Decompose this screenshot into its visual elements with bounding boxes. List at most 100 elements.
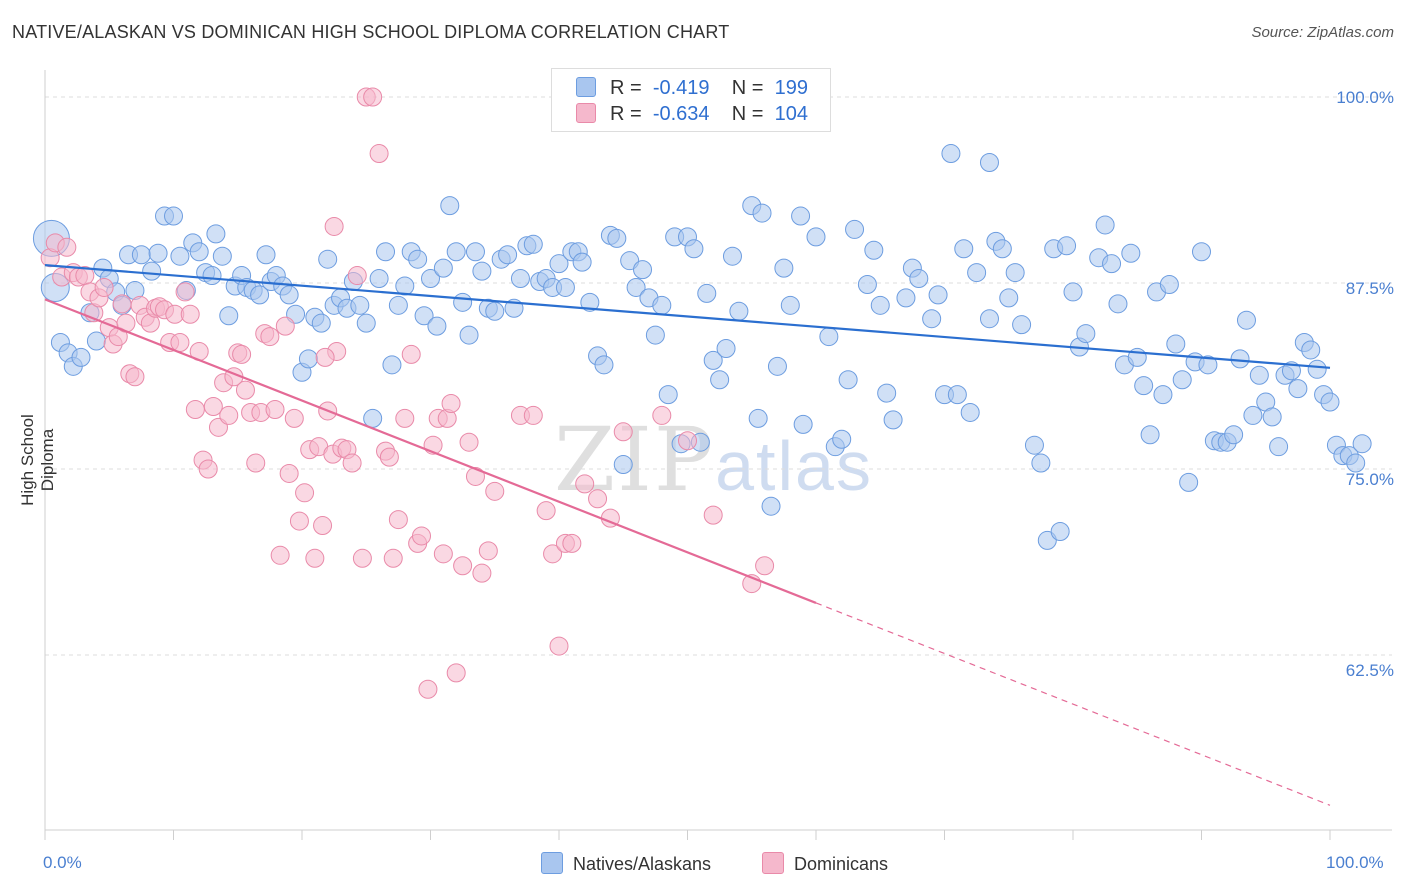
- native-point: [350, 295, 370, 315]
- native-point: [896, 288, 916, 308]
- native-point: [967, 263, 987, 283]
- dominican-point: [703, 505, 723, 525]
- legend-dominicans-swatch: [762, 852, 784, 874]
- native-point: [170, 246, 190, 266]
- dominican-point: [180, 304, 200, 324]
- legend-swatch-pink: [576, 103, 596, 123]
- native-point: [382, 355, 402, 375]
- dominican-point: [185, 399, 205, 419]
- dominican-point: [433, 544, 453, 564]
- correlation-legend: R = -0.419 N = 199 R = -0.634 N = 104: [551, 68, 831, 132]
- native-point: [279, 285, 299, 305]
- native-point: [928, 285, 948, 305]
- legend-row-pink: R = -0.634 N = 104: [576, 103, 808, 125]
- dominican-point: [465, 466, 485, 486]
- dominican-point: [342, 453, 362, 473]
- dominican-point: [246, 453, 266, 473]
- y-tick-62-5: 62.5%: [1345, 661, 1394, 680]
- native-point: [780, 295, 800, 315]
- native-point: [555, 277, 575, 297]
- native-point: [793, 414, 813, 434]
- legend-pink-r: -0.634: [652, 103, 710, 125]
- native-point: [1166, 334, 1186, 354]
- native-point: [832, 429, 852, 449]
- native-point: [86, 331, 106, 351]
- dominican-point: [459, 432, 479, 452]
- dominican-point: [363, 87, 383, 107]
- native-point: [1134, 376, 1154, 396]
- native-point: [1320, 392, 1340, 412]
- native-point: [465, 242, 485, 262]
- native-point: [684, 239, 704, 259]
- legend-r-label: R =: [610, 103, 642, 125]
- trend-line-1: [44, 298, 817, 604]
- native-point: [697, 283, 717, 303]
- native-point: [613, 455, 633, 475]
- dominican-point: [112, 294, 132, 314]
- native-point: [549, 254, 569, 274]
- y-tick-100: 100.0%: [1336, 88, 1394, 107]
- chart-title: NATIVE/ALASKAN VS DOMINICAN HIGH SCHOOL …: [12, 22, 730, 42]
- native-point: [1102, 254, 1122, 274]
- dominican-point: [265, 399, 285, 419]
- native-point: [922, 309, 942, 329]
- native-point: [1262, 407, 1282, 427]
- native-point: [356, 313, 376, 333]
- native-point: [1057, 236, 1077, 256]
- dominican-point: [401, 344, 421, 364]
- native-point: [459, 325, 479, 345]
- native-point: [806, 227, 826, 247]
- dominican-point: [313, 516, 333, 536]
- native-point: [1063, 282, 1083, 302]
- native-point: [206, 224, 226, 244]
- dominican-point: [203, 397, 223, 417]
- native-point: [1198, 355, 1218, 375]
- legend-dominicans-label: Dominicans: [794, 854, 889, 874]
- legend-natives-label: Natives/Alaskans: [573, 854, 712, 874]
- dominican-point: [219, 405, 239, 425]
- native-point: [960, 402, 980, 422]
- legend-row-blue: R = -0.419 N = 199: [576, 77, 808, 99]
- native-point: [427, 316, 447, 336]
- dominican-point: [275, 316, 295, 336]
- native-point: [864, 240, 884, 260]
- native-point: [722, 246, 742, 266]
- native-point: [485, 301, 505, 321]
- legend-natives-swatch: [541, 852, 563, 874]
- native-point: [572, 252, 592, 272]
- native-point: [318, 249, 338, 269]
- dominican-point: [347, 266, 367, 286]
- native-point: [1269, 437, 1289, 457]
- native-point: [767, 356, 787, 376]
- native-point: [414, 306, 434, 326]
- native-point: [857, 274, 877, 294]
- native-point: [189, 242, 209, 262]
- dominican-point: [369, 144, 389, 164]
- native-point: [652, 295, 672, 315]
- native-point: [883, 410, 903, 430]
- native-point: [1140, 425, 1160, 445]
- native-point: [870, 295, 890, 315]
- native-point: [845, 219, 865, 239]
- dominican-point: [379, 447, 399, 467]
- dominican-point: [324, 216, 344, 236]
- y-axis-label: High School Diploma: [18, 414, 57, 506]
- legend-dominicans: Dominicans: [762, 852, 888, 875]
- legend-blue-r: -0.419: [652, 77, 710, 99]
- dominican-point: [523, 405, 543, 425]
- native-point: [311, 313, 331, 333]
- native-point: [1307, 359, 1327, 379]
- native-point: [472, 261, 492, 281]
- native-point: [1095, 215, 1115, 235]
- native-point: [498, 245, 518, 265]
- watermark-zip: ZIP: [554, 408, 716, 511]
- native-point: [979, 309, 999, 329]
- native-point: [1236, 310, 1256, 330]
- native-point: [1172, 370, 1192, 390]
- trend-line-0: [44, 264, 1331, 369]
- native-point: [219, 306, 239, 326]
- native-point: [363, 408, 383, 428]
- native-point: [633, 260, 653, 280]
- native-point: [1346, 453, 1366, 473]
